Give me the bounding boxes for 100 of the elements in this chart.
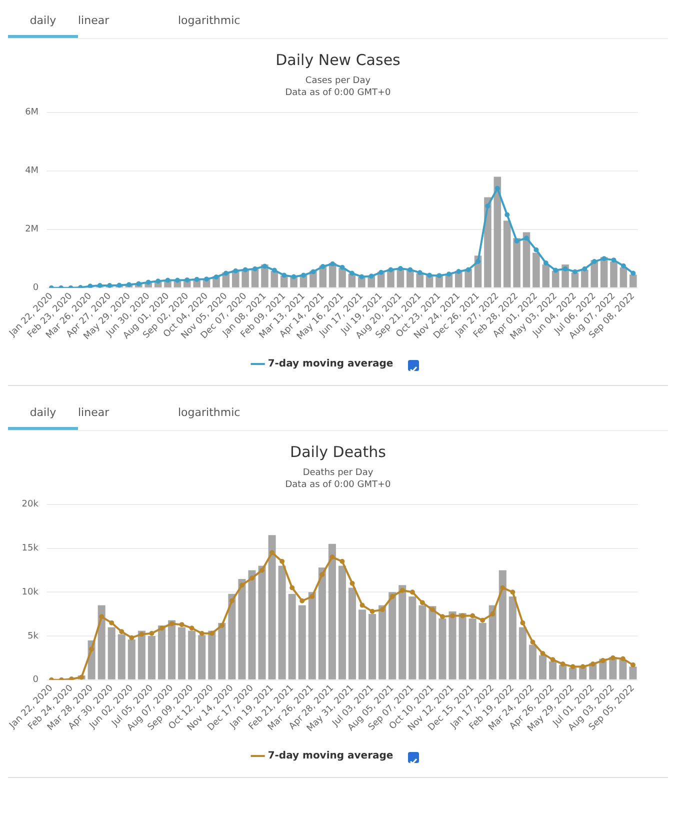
bar xyxy=(108,627,116,680)
legend-label: 7-day moving average xyxy=(268,750,394,762)
point xyxy=(89,646,94,652)
point xyxy=(540,651,546,656)
point xyxy=(229,598,234,604)
text: logarithmic xyxy=(178,405,242,421)
bar xyxy=(619,660,627,680)
point xyxy=(99,614,104,620)
bar xyxy=(494,176,502,288)
point xyxy=(620,656,626,662)
point xyxy=(530,640,536,645)
bar xyxy=(198,635,206,680)
point xyxy=(600,658,606,664)
point xyxy=(199,630,204,636)
bar xyxy=(288,594,296,680)
legend-label: 7-day moving average xyxy=(268,358,394,370)
point xyxy=(129,635,134,640)
point xyxy=(330,554,335,560)
bar xyxy=(318,568,326,680)
point xyxy=(249,576,254,581)
y-tick-label: 5k xyxy=(27,631,40,642)
bar xyxy=(503,220,511,288)
bar xyxy=(308,592,316,680)
point xyxy=(580,664,586,670)
bar xyxy=(549,661,557,680)
bar xyxy=(158,625,166,680)
bar xyxy=(508,596,516,680)
bar xyxy=(629,666,637,680)
point xyxy=(460,613,466,618)
point xyxy=(270,550,275,556)
bar xyxy=(258,566,266,680)
text: linear xyxy=(78,13,110,29)
point xyxy=(149,630,154,636)
point xyxy=(440,614,445,620)
point xyxy=(430,607,435,612)
bar xyxy=(538,655,547,680)
point xyxy=(480,618,486,623)
text: linear xyxy=(78,405,110,421)
point xyxy=(630,662,636,668)
bar xyxy=(248,570,256,680)
point xyxy=(550,657,556,662)
bar xyxy=(138,630,146,680)
point xyxy=(179,622,184,628)
chart-title: Daily Deaths xyxy=(289,443,387,461)
y-tick-label: 0 xyxy=(32,675,39,686)
point xyxy=(169,621,174,626)
y-tick-label: 6M xyxy=(25,108,39,118)
point xyxy=(570,664,576,670)
bar xyxy=(378,605,386,680)
bar xyxy=(98,605,106,680)
point xyxy=(500,585,506,590)
y-tick-label: 4M xyxy=(25,166,39,176)
bar xyxy=(128,639,136,680)
bar xyxy=(448,611,456,680)
bar xyxy=(408,596,416,680)
bar xyxy=(178,627,186,680)
chart-subtitle: Deaths per Day Data as of 0:00 GMT+0 xyxy=(284,467,392,491)
bar xyxy=(368,614,376,680)
point xyxy=(450,613,456,618)
bar xyxy=(188,630,196,680)
point xyxy=(260,568,265,573)
point xyxy=(159,626,164,631)
bar xyxy=(208,630,216,680)
point xyxy=(139,632,144,637)
bar xyxy=(418,605,426,680)
bar xyxy=(458,613,466,680)
point xyxy=(420,600,425,606)
point xyxy=(320,572,325,578)
bar xyxy=(168,620,176,680)
point xyxy=(109,620,114,626)
y-tick-label: 15k xyxy=(22,544,40,554)
bar xyxy=(498,570,506,680)
chart-title: Daily New Cases xyxy=(274,51,402,69)
point xyxy=(390,594,395,600)
point xyxy=(590,662,596,667)
bar xyxy=(398,585,406,680)
point xyxy=(300,598,305,604)
chart-subtitle: Cases per Day Data as of 0:00 GMT+0 xyxy=(284,75,392,99)
point xyxy=(69,676,74,680)
bar xyxy=(468,618,476,680)
y-tick-label: 2M xyxy=(25,224,39,235)
y-tick-label: 0 xyxy=(32,283,39,294)
point xyxy=(610,655,616,660)
y-tick-label: 10k xyxy=(22,587,40,598)
point xyxy=(490,612,496,617)
point xyxy=(340,558,345,564)
bar xyxy=(522,232,530,288)
point xyxy=(560,662,566,667)
point xyxy=(290,585,295,590)
bar xyxy=(148,636,156,680)
bar xyxy=(518,627,526,680)
bar xyxy=(513,238,520,288)
bar xyxy=(228,594,236,680)
bar xyxy=(428,606,436,680)
bar xyxy=(278,566,286,680)
bar xyxy=(438,618,446,680)
bar xyxy=(559,664,567,680)
bar xyxy=(569,668,577,680)
point xyxy=(360,602,365,608)
bar xyxy=(298,605,306,680)
